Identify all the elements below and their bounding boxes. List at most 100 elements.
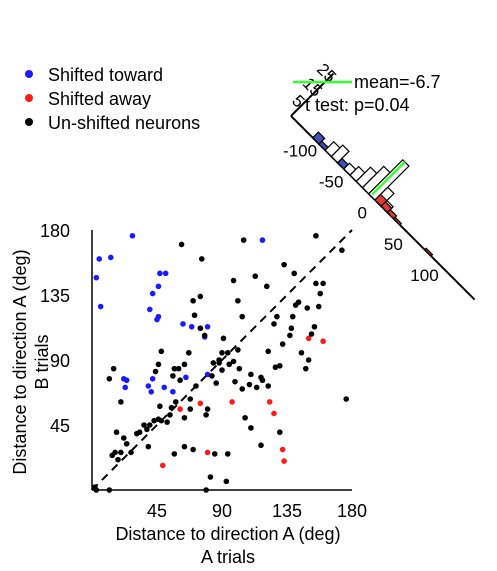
scatter-point: [207, 474, 214, 480]
scatter-point: [198, 256, 205, 262]
scatter-point: [172, 399, 179, 405]
scatter-point: [216, 360, 222, 366]
scatter-point: [211, 451, 218, 457]
scatter-point: [258, 442, 264, 449]
scatter-point: [276, 429, 283, 436]
scatter-point: [291, 270, 298, 277]
scatter-point: [113, 429, 120, 436]
scatter-point: [190, 297, 196, 304]
scatter-point: [178, 241, 185, 248]
histogram-bin-tick-label: -50: [319, 173, 344, 192]
scatter-point: [151, 417, 157, 424]
histogram-count-axis: [290, 72, 335, 117]
scatter-point: [235, 297, 241, 304]
legend-marker: [25, 70, 33, 78]
scatter-point: [93, 274, 100, 281]
scatter-point: [281, 458, 287, 464]
scatter-point: [239, 386, 246, 392]
scatter-point: [197, 325, 204, 332]
histogram-bin-tick-label: 100: [410, 266, 438, 285]
scatter-point: [155, 283, 162, 290]
scatter-point: [123, 440, 130, 447]
scatter-point: [210, 360, 217, 366]
scatter-point: [106, 487, 113, 493]
scatter-point: [112, 449, 118, 456]
legend: Shifted toward Shifted away Un-shifted neu…: [25, 65, 200, 133]
histogram-bar: [392, 216, 403, 226]
legend-label: Shifted toward: [48, 65, 163, 85]
scatter-point: [281, 261, 287, 268]
scatter-point: [308, 331, 315, 337]
scatter-point: [339, 247, 345, 254]
scatter-point: [183, 374, 189, 381]
x-axis-title-line2: A trials: [201, 547, 255, 567]
scatter-point: [289, 313, 296, 320]
scatter-point: [305, 335, 312, 342]
scatter-point: [240, 237, 247, 243]
histogram-bar: [330, 144, 350, 164]
scatter-point: [167, 412, 173, 418]
x-tick-label: 90: [212, 501, 232, 521]
scatter-point: [248, 425, 254, 431]
scatter-point: [248, 371, 254, 378]
scatter-point: [252, 273, 259, 280]
scatter-point: [209, 373, 215, 379]
histogram-bin-tick-label: 0: [358, 204, 367, 223]
scatter-point: [298, 349, 305, 356]
scatter-point: [141, 422, 147, 428]
y-tick-label: 135: [40, 286, 70, 306]
mean-label: mean=-6.7: [354, 72, 441, 92]
x-tick-label: 135: [272, 501, 302, 521]
histogram-bar: [380, 201, 393, 214]
scatter-point: [128, 449, 134, 456]
scatter-point: [146, 422, 153, 428]
scatter-point: [311, 323, 318, 330]
scatter-point: [110, 365, 117, 372]
scatter-point: [181, 414, 188, 421]
scatter-point: [159, 462, 166, 469]
scatter-point: [204, 371, 211, 378]
scatter-point: [197, 400, 204, 407]
scatter-point: [259, 377, 266, 384]
scatter-point: [190, 446, 196, 453]
scatter-point: [239, 313, 246, 320]
histogram-bin-tick-label: 50: [384, 235, 403, 254]
histogram-bar: [386, 208, 398, 220]
scatter-point: [219, 349, 225, 356]
y-tick-labels: 45 90 135 180: [40, 221, 70, 436]
scatter-point: [164, 419, 170, 425]
scatter-point: [343, 396, 350, 402]
scatter-point: [279, 446, 286, 453]
scatter-point: [279, 341, 286, 347]
scatter-point: [177, 377, 183, 384]
scatter-point: [161, 384, 168, 391]
scatter-point: [97, 303, 104, 310]
scatter-point: [185, 349, 192, 356]
scatter-point: [203, 487, 209, 493]
scatter-point: [259, 237, 266, 243]
scatter-point: [220, 335, 227, 342]
scatter-point: [253, 384, 260, 391]
scatter-point: [145, 443, 152, 450]
scatter-point: [320, 280, 326, 287]
x-tick-labels: 45 90 135 180: [147, 501, 367, 521]
scatter-point: [235, 347, 241, 353]
scatter-point: [149, 375, 156, 382]
scatter-point: [242, 414, 248, 421]
scatter-point: [265, 348, 272, 355]
scatter-point: [271, 410, 277, 417]
scatter-point: [155, 313, 162, 320]
scatter-point: [288, 325, 295, 332]
x-tick-label: 45: [147, 501, 167, 521]
scatter-point: [305, 357, 312, 363]
scatter-point: [320, 338, 326, 345]
scatter-point: [317, 290, 324, 297]
y-tick-label: 90: [50, 351, 70, 371]
scatter-point: [146, 306, 153, 313]
scatter-point: [187, 406, 194, 412]
scatter-point: [175, 365, 182, 372]
scatter-point: [226, 361, 233, 368]
scatter-point: [122, 384, 129, 391]
